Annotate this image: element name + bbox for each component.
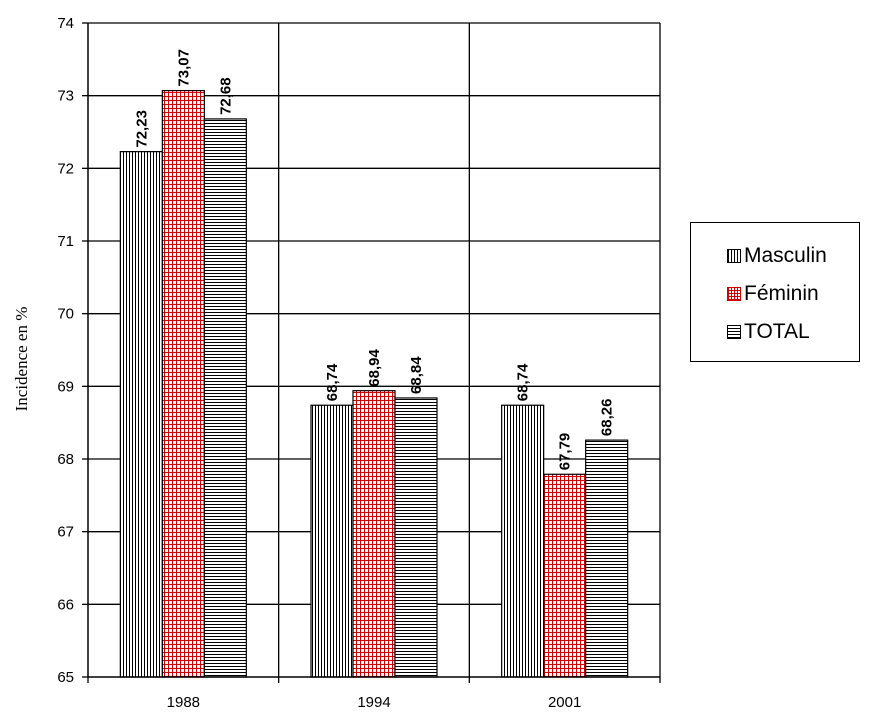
legend-label-feminin: Féminin bbox=[744, 282, 819, 305]
bar bbox=[585, 439, 629, 678]
x-tick-label: 1988 bbox=[167, 694, 200, 711]
data-label: 68,74 bbox=[324, 363, 341, 401]
data-label: 72,68 bbox=[217, 77, 234, 115]
bar bbox=[394, 397, 438, 678]
data-label: 68,26 bbox=[599, 399, 616, 437]
data-label: 72,23 bbox=[133, 110, 150, 148]
bar bbox=[119, 151, 163, 678]
y-tick-label: 72 bbox=[57, 160, 74, 177]
axes: 65 66 67 68 69 70 71 72 73 74 1988 1994 2001 bbox=[57, 15, 661, 711]
bar bbox=[501, 404, 545, 678]
data-label: 68,74 bbox=[515, 363, 532, 401]
legend-label-total: TOTAL bbox=[744, 320, 810, 343]
y-tick-label: 68 bbox=[57, 451, 74, 468]
legend-item-total: TOTAL bbox=[727, 313, 859, 351]
y-tick-label: 65 bbox=[57, 669, 74, 686]
legend-swatch-feminin bbox=[727, 287, 741, 301]
bar bbox=[161, 89, 205, 678]
legend-swatch-masculin bbox=[727, 249, 741, 263]
y-tick-label: 74 bbox=[57, 15, 74, 32]
y-tick-label: 66 bbox=[57, 596, 74, 613]
y-tick-label: 71 bbox=[57, 233, 74, 250]
bar bbox=[352, 390, 396, 678]
bars bbox=[119, 89, 629, 678]
data-label: 73,07 bbox=[175, 49, 192, 87]
legend-swatch-total bbox=[727, 325, 741, 339]
bar bbox=[203, 118, 247, 678]
bar bbox=[310, 404, 354, 678]
data-label: 68,84 bbox=[408, 356, 425, 394]
bar bbox=[543, 473, 587, 678]
x-tick-label: 2001 bbox=[548, 694, 581, 711]
y-tick-label: 67 bbox=[57, 524, 74, 541]
y-axis-label: Incidence en % bbox=[12, 307, 31, 412]
y-tick-label: 73 bbox=[57, 88, 74, 105]
data-label: 67,79 bbox=[557, 433, 574, 471]
legend-label-masculin: Masculin bbox=[744, 244, 827, 267]
y-tick-label: 70 bbox=[57, 306, 74, 323]
legend: Masculin Féminin TOTAL bbox=[690, 222, 860, 362]
legend-item-feminin: Féminin bbox=[727, 275, 859, 313]
y-tick-label: 69 bbox=[57, 378, 74, 395]
data-labels: 72,23 73,07 72,68 68,74 68,94 68,84 68,74 67,79… bbox=[133, 49, 615, 470]
data-label: 68,94 bbox=[366, 348, 383, 386]
legend-item-masculin: Masculin bbox=[727, 237, 859, 275]
x-tick-label: 1994 bbox=[357, 694, 390, 711]
